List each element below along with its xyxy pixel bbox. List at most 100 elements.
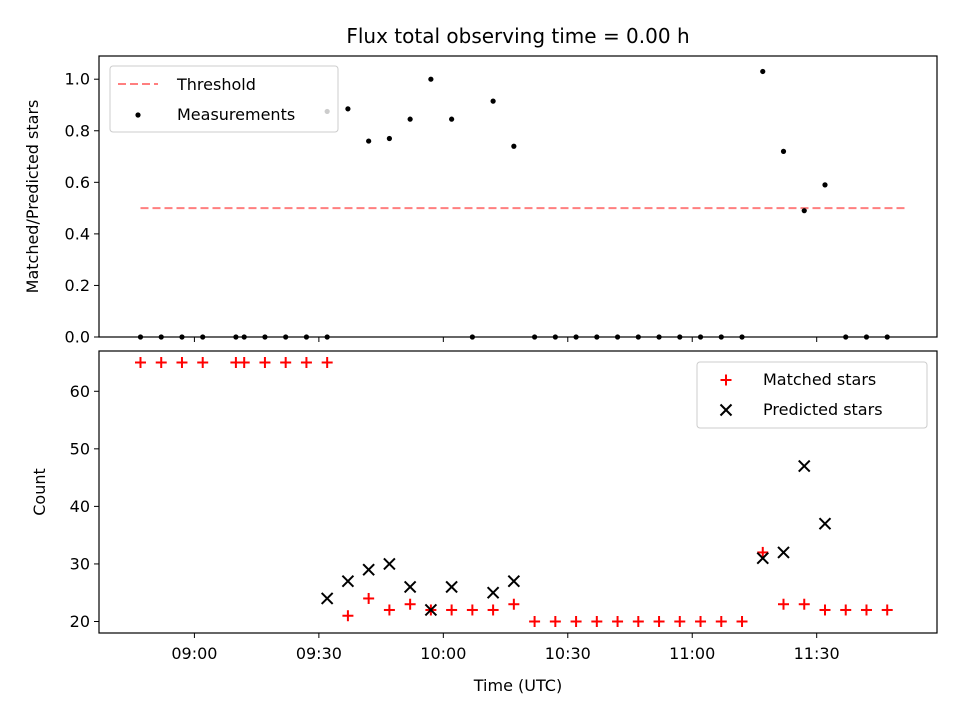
predicted-stars-points bbox=[320, 459, 832, 617]
matched-star-point bbox=[840, 604, 852, 616]
matched-star-point bbox=[612, 615, 624, 627]
bottom-y-tick-label: 40 bbox=[70, 497, 90, 516]
predicted-star-point bbox=[507, 574, 521, 588]
matched-star-point bbox=[176, 357, 188, 369]
matched-star-point bbox=[363, 592, 375, 604]
bottom-x-tick-label: 09:00 bbox=[171, 644, 217, 663]
top-x-ticks bbox=[193, 337, 818, 342]
bottom-x-tick-label: 09:30 bbox=[296, 644, 342, 663]
legend-matched-label: Matched stars bbox=[763, 370, 876, 389]
predicted-star-point bbox=[445, 580, 458, 594]
bottom-y-tick-label: 20 bbox=[70, 612, 90, 631]
predicted-star-point bbox=[777, 546, 790, 559]
matched-star-point bbox=[674, 615, 686, 627]
matched-star-point bbox=[757, 546, 769, 558]
bottom-axes-frame bbox=[98, 350, 938, 634]
measurement-point bbox=[407, 116, 413, 122]
matched-star-point bbox=[321, 357, 333, 369]
matched-star-point bbox=[570, 615, 582, 627]
matched-star-point bbox=[653, 615, 665, 627]
predicted-star-point bbox=[362, 563, 375, 576]
top-legend: Threshold Measurements bbox=[109, 65, 339, 133]
bottom-y-ticks: 20 30 40 50 60 bbox=[70, 382, 99, 631]
matched-star-point bbox=[591, 615, 603, 627]
bottom-x-tick-label: 10:30 bbox=[545, 644, 591, 663]
predicted-star-point bbox=[320, 592, 334, 605]
measurement-point bbox=[822, 182, 828, 188]
matched-star-point bbox=[549, 615, 561, 627]
top-chart: 0.0 0.2 0.4 0.6 0.8 1.0 Matched/Predicted sta… bbox=[23, 55, 938, 347]
legend-predicted-swatch bbox=[719, 403, 733, 417]
matched-star-point bbox=[155, 357, 167, 369]
matched-star-point bbox=[695, 615, 707, 627]
matched-star-point bbox=[819, 604, 831, 616]
legend-measurements-swatch bbox=[135, 112, 141, 118]
matched-star-point bbox=[508, 598, 520, 610]
bottom-x-tick-label: 11:00 bbox=[669, 644, 715, 663]
predicted-star-point bbox=[341, 574, 355, 588]
top-y-tick-label: 0.2 bbox=[65, 276, 90, 295]
measurement-point bbox=[449, 116, 455, 122]
predicted-star-point bbox=[798, 459, 811, 473]
top-y-tick-label: 0.0 bbox=[65, 328, 90, 347]
matched-star-point bbox=[383, 604, 395, 616]
measurement-point bbox=[366, 138, 372, 144]
bottom-y-tick-label: 60 bbox=[70, 382, 90, 401]
legend-measurements-label: Measurements bbox=[177, 105, 295, 124]
legend-predicted-marker bbox=[719, 403, 733, 417]
matched-star-point bbox=[134, 357, 146, 369]
bottom-x-tick-label: 11:30 bbox=[794, 644, 840, 663]
matched-star-point bbox=[197, 357, 209, 369]
measurement-point bbox=[511, 143, 517, 149]
predicted-star-point bbox=[756, 551, 769, 565]
predicted-star-point bbox=[403, 580, 417, 594]
matched-star-point bbox=[280, 357, 292, 369]
matched-star-point bbox=[798, 598, 810, 610]
matched-star-point bbox=[487, 604, 499, 616]
bottom-x-axis-label: Time (UTC) bbox=[473, 676, 562, 695]
top-y-tick-label: 1.0 bbox=[65, 70, 90, 89]
top-y-ticks: 0.0 0.2 0.4 0.6 0.8 1.0 bbox=[65, 70, 99, 347]
bottom-legend-box bbox=[696, 361, 928, 429]
matched-stars-points bbox=[134, 357, 893, 627]
matched-star-point bbox=[881, 604, 893, 616]
matched-star-point bbox=[342, 610, 354, 622]
bottom-x-ticks: 09:00 09:30 10:00 10:30 11:00 11:30 bbox=[171, 633, 840, 663]
predicted-star-point bbox=[424, 603, 438, 617]
measurement-point bbox=[801, 208, 807, 214]
predicted-star-point bbox=[818, 517, 832, 530]
matched-star-point bbox=[632, 615, 644, 627]
measurement-point bbox=[490, 98, 496, 104]
measurement-point bbox=[386, 135, 392, 142]
top-axes-frame bbox=[98, 55, 938, 338]
top-y-axis-label: Matched/Predicted stars bbox=[23, 100, 42, 294]
matched-star-point bbox=[860, 604, 872, 616]
top-legend-box bbox=[109, 65, 339, 133]
matched-star-point bbox=[529, 615, 541, 627]
measurement-point bbox=[760, 68, 766, 75]
matched-star-point bbox=[778, 598, 790, 610]
bottom-legend: Matched stars Predicted stars bbox=[696, 361, 928, 429]
matched-star-point bbox=[715, 615, 727, 627]
bottom-x-tick-label: 10:00 bbox=[420, 644, 466, 663]
bottom-chart: 20 30 40 50 60 09:00 09:30 10:00 10:30 11:00 11:3… bbox=[30, 350, 938, 695]
matched-star-point bbox=[466, 604, 478, 616]
matched-star-point bbox=[300, 357, 312, 369]
matched-star-point bbox=[446, 604, 458, 616]
measurement-point bbox=[345, 106, 351, 112]
measurement-point bbox=[428, 76, 434, 82]
bottom-y-axis-label: Count bbox=[30, 468, 49, 516]
matched-star-point bbox=[238, 357, 250, 369]
bottom-y-tick-label: 30 bbox=[70, 554, 90, 573]
bottom-y-tick-label: 50 bbox=[70, 439, 90, 458]
top-y-tick-label: 0.8 bbox=[65, 121, 90, 140]
measurement-point bbox=[780, 148, 787, 154]
top-y-tick-label: 0.4 bbox=[65, 224, 90, 243]
matched-star-point bbox=[404, 598, 416, 610]
predicted-star-point bbox=[383, 557, 396, 571]
predicted-star-point bbox=[486, 586, 500, 599]
legend-matched-swatch bbox=[720, 374, 732, 386]
top-y-tick-label: 0.6 bbox=[65, 173, 90, 192]
legend-threshold-label: Threshold bbox=[176, 75, 256, 94]
